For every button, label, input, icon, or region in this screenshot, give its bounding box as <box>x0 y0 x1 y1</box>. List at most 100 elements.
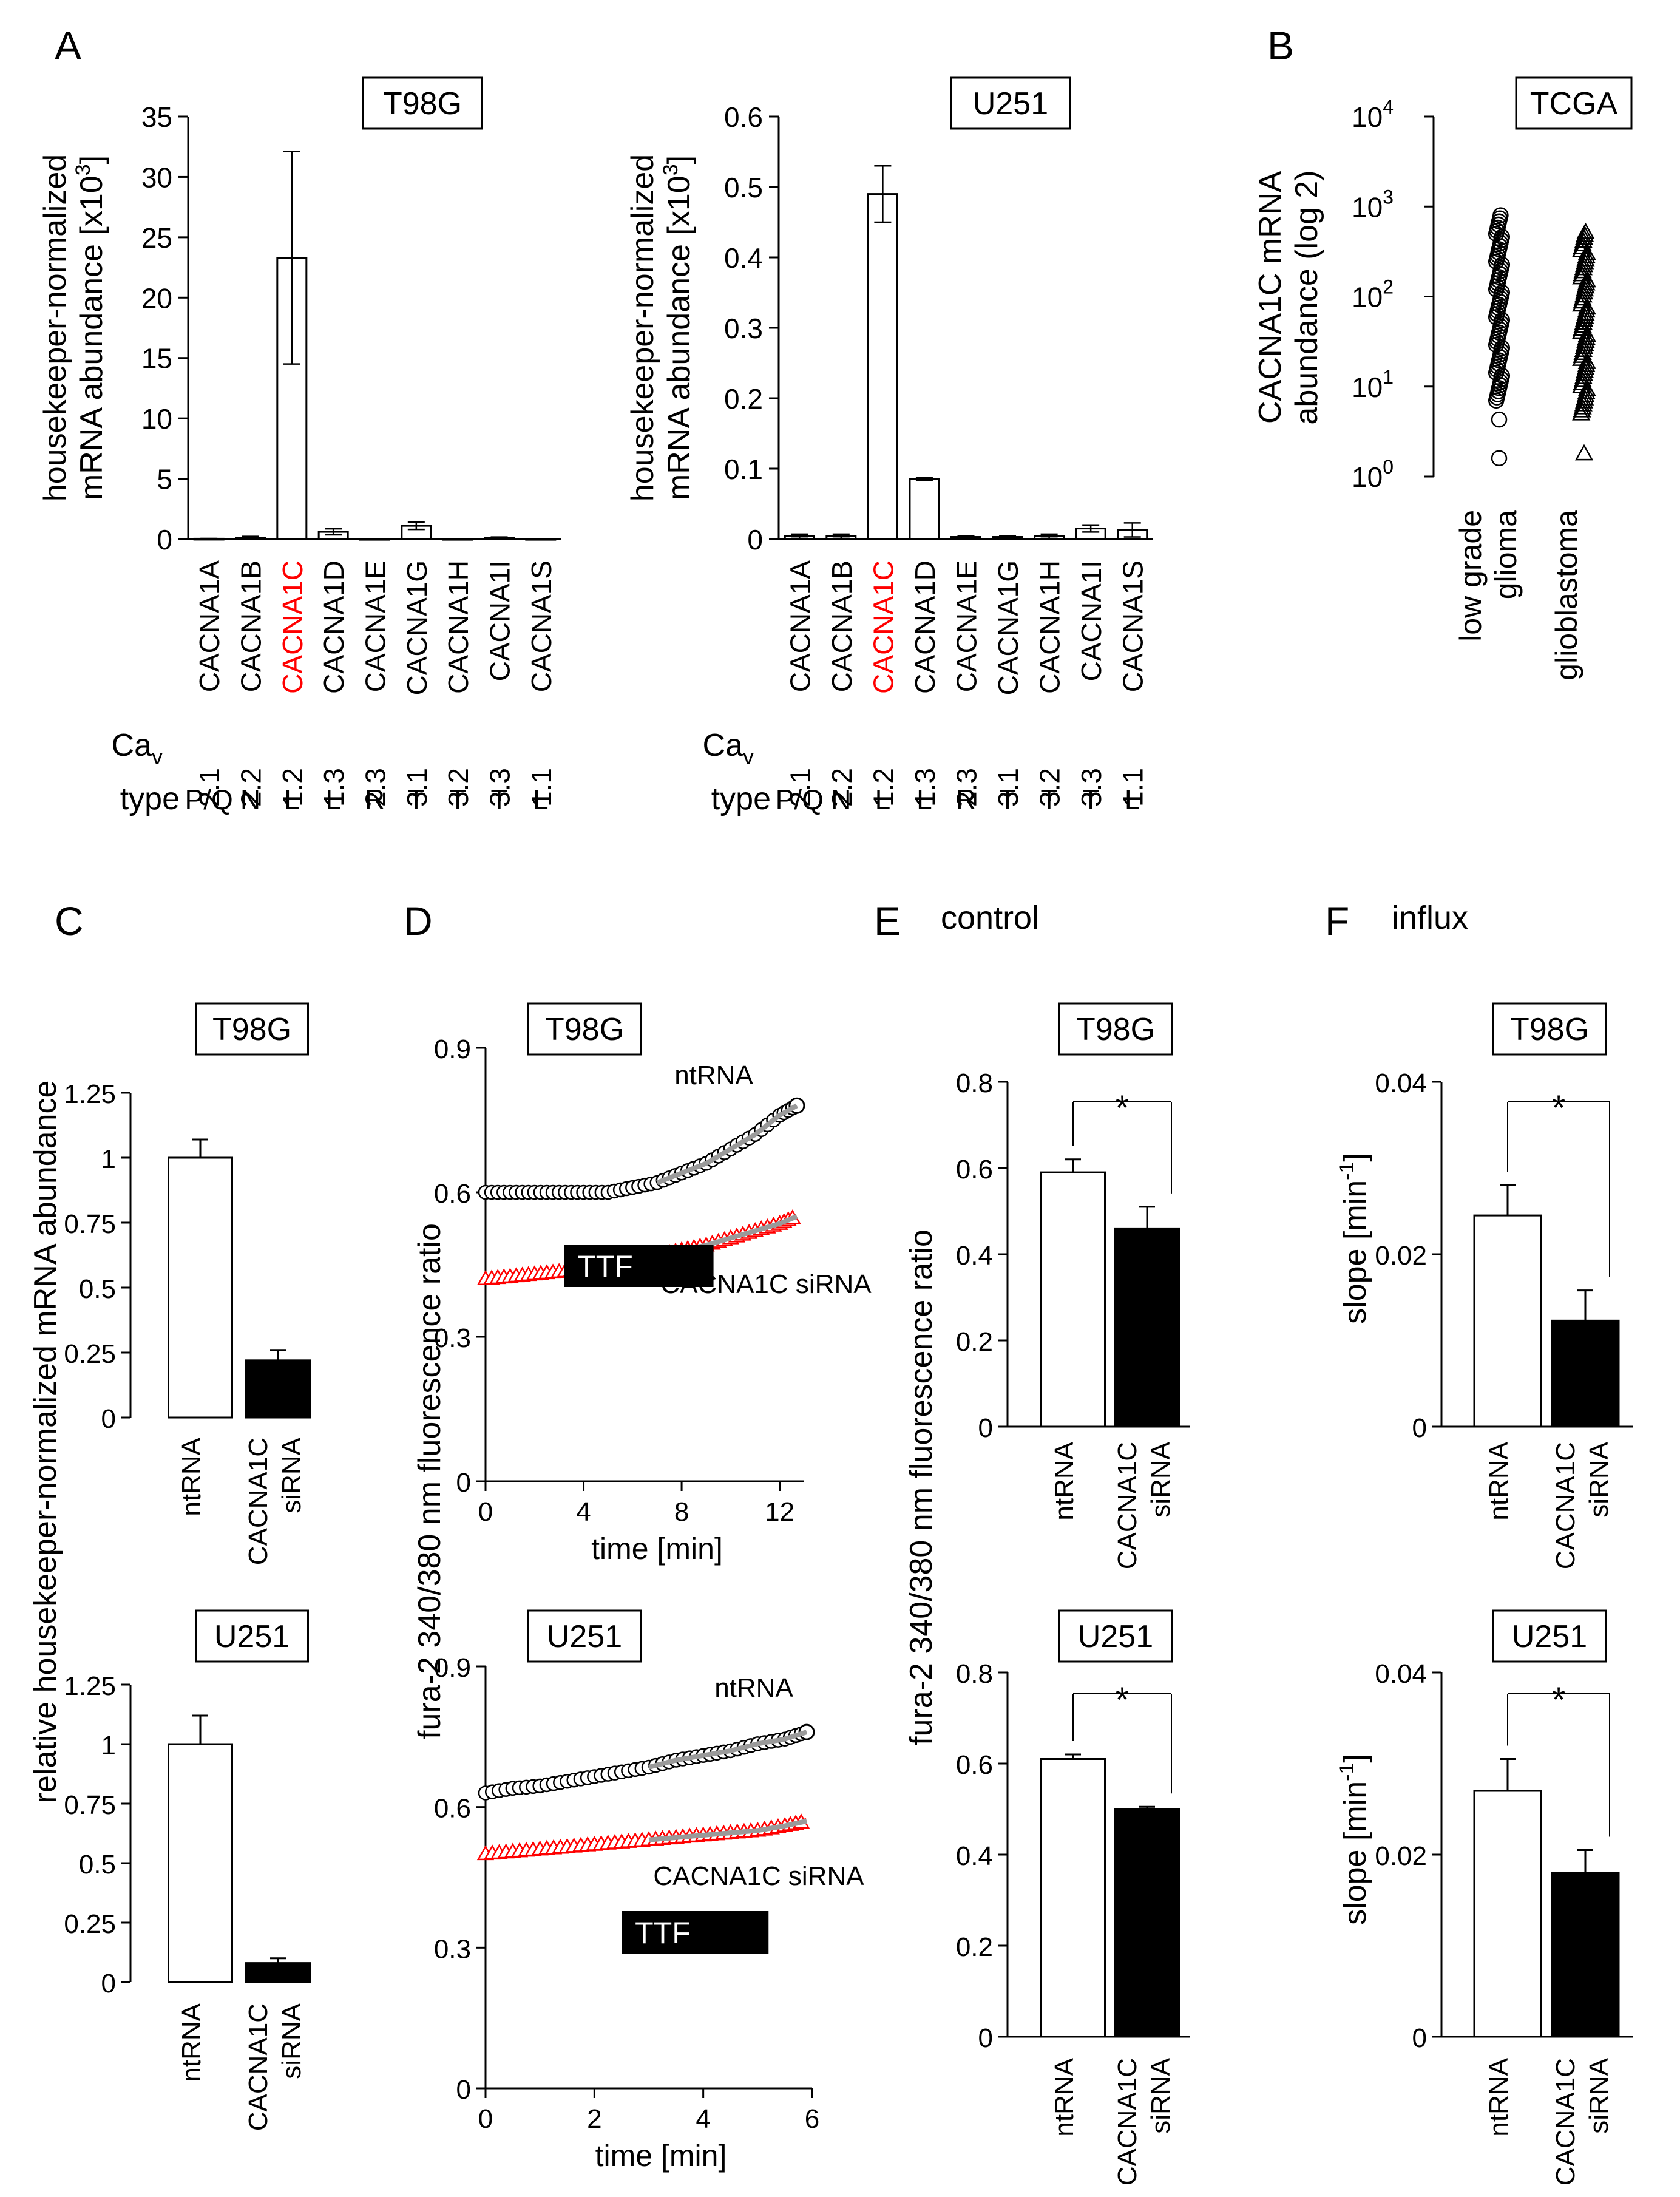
D1-xtick-label: 12 <box>765 1497 794 1527</box>
f1-ylabel: slope [min-1] <box>1335 1153 1373 1324</box>
b-point <box>1572 240 1591 257</box>
A2-cav-sub: v <box>743 744 754 769</box>
b-point <box>1574 286 1593 303</box>
b-point <box>1573 262 1592 279</box>
b-point <box>1576 334 1594 351</box>
e1-title: T98G <box>1076 1012 1155 1047</box>
A2-category-label: CACNA1H <box>1034 560 1066 694</box>
panel-label-a: A <box>55 23 81 68</box>
E1-bar <box>1114 1227 1180 1428</box>
F2-ytick-label: 0 <box>1412 2023 1427 2053</box>
c1-title-box <box>195 1002 309 1056</box>
F1-category-label: CACNA1C <box>1551 1442 1580 1569</box>
b-point <box>1574 313 1593 330</box>
b-point <box>1577 301 1596 318</box>
b-ytick-label: 102 <box>1352 276 1394 313</box>
b-point <box>1573 373 1591 390</box>
f1-title: T98G <box>1510 1012 1589 1047</box>
A1-category-label: CACNA1G <box>401 560 433 695</box>
b-ytick-label: 101 <box>1352 366 1394 403</box>
b-ytick-base: 10 <box>1352 461 1383 493</box>
b-point <box>1576 280 1594 297</box>
A1-type-label: L <box>325 784 341 815</box>
E1-ytick-label: 0.2 <box>956 1327 993 1357</box>
A1-cav-sub: v <box>152 744 163 769</box>
A2-category-label: CACNA1I <box>1075 560 1107 681</box>
c2-title-box <box>195 1609 309 1663</box>
b-point <box>1577 382 1596 399</box>
F2-bar <box>1551 1872 1620 2038</box>
A1-category-label: CACNA1H <box>442 560 474 694</box>
D1-ytick-label: 0.3 <box>434 1323 471 1353</box>
c2-title: U251 <box>214 1619 290 1654</box>
A1-category-label: CACNA1D <box>318 560 350 694</box>
b-point <box>1574 341 1593 357</box>
D2-xtick-label: 4 <box>696 2104 710 2134</box>
b-point <box>1574 338 1594 354</box>
A1-category-label: CACNA1C <box>277 560 308 694</box>
D2-fit-line <box>648 1818 807 1842</box>
panel-title-f: influx <box>1392 900 1468 936</box>
A2-ytick-label: 0.4 <box>724 242 763 274</box>
b-point <box>1492 207 1509 223</box>
b-point <box>1572 295 1591 312</box>
C1-category-label: siRNA <box>277 1437 307 1513</box>
a1-title: T98G <box>383 86 462 121</box>
A1-cav-label: 2.1 <box>194 768 225 807</box>
a2-title: U251 <box>973 86 1048 121</box>
f2-ylabel-text: slope [min <box>1338 1781 1373 1925</box>
b-title-box <box>1515 76 1633 130</box>
b-point <box>1577 243 1596 260</box>
D1-xtick-label: 0 <box>478 1497 493 1527</box>
D1-ttf-bar <box>564 1245 714 1287</box>
C1-ytick-label: 0.25 <box>64 1339 116 1369</box>
E2-ytick-label: 0.4 <box>956 1841 993 1871</box>
C2-ytick-label: 0.5 <box>79 1850 116 1880</box>
panel-label-e: E <box>874 898 901 943</box>
b-point <box>1577 274 1596 291</box>
b-point <box>1574 310 1594 327</box>
b-title: TCGA <box>1530 86 1618 121</box>
A2-ylabel-text: mRNA abundance [x10 <box>662 175 697 500</box>
A2-cav-label: 1.2 <box>867 768 899 807</box>
A2-cav-label: 2.2 <box>826 768 858 807</box>
b-point <box>1574 228 1594 245</box>
A2-cav-label: 1.1 <box>1117 768 1149 807</box>
b-ylabel-line2: abundance (log 2) <box>1289 170 1324 424</box>
b-point <box>1573 292 1591 309</box>
A2-category-label: CACNA1B <box>826 560 858 692</box>
d1-title-box <box>527 1002 642 1056</box>
panel-label-f: F <box>1325 898 1349 943</box>
A1-ytick-label: 15 <box>141 343 172 375</box>
b-point <box>1577 325 1596 342</box>
F2-category-label: ntRNA <box>1484 2057 1514 2136</box>
A1-type-label: L <box>533 784 549 815</box>
D2-ytick-label: 0.3 <box>434 1934 471 1964</box>
A2-type-label: P/Q <box>776 784 824 815</box>
F1-category-label: ntRNA <box>1484 1441 1514 1520</box>
A1-category-label: CACNA1B <box>235 560 267 692</box>
b-point <box>1572 376 1591 393</box>
b-point <box>1576 359 1595 375</box>
A1-cav-label: 2.3 <box>360 768 391 807</box>
panel-label-c: C <box>55 898 84 943</box>
A1-type-label: T <box>449 784 466 815</box>
c-ylabel: relative housekeeper-normalized mRNA abu… <box>28 1081 63 1804</box>
D1-xtick-label: 4 <box>576 1497 591 1527</box>
D2-label-sirna: CACNA1C siRNA <box>653 1861 864 1891</box>
E1-sig-star: * <box>1116 1088 1130 1128</box>
D1-ytick-label: 0.9 <box>434 1034 471 1064</box>
A1-ylabel-bracket: ] <box>74 155 109 164</box>
E2-bar <box>1114 1808 1180 2038</box>
f2-title: U251 <box>1512 1619 1587 1654</box>
f2-ylabel-end: ] <box>1338 1754 1373 1762</box>
E2-ytick-label: 0.2 <box>956 1932 993 1962</box>
d2-title-box <box>527 1609 642 1663</box>
b-point <box>1573 347 1591 363</box>
E1-category-label: CACNA1C <box>1113 1442 1142 1569</box>
charts-layer: 05101520253035CACNA1A2.1P/QCACNA1B2.2NCA… <box>38 76 1633 2185</box>
A1-type-label: N <box>240 784 260 815</box>
b-point <box>1574 392 1594 409</box>
b-point <box>1576 253 1594 270</box>
F2-ytick-label: 0.02 <box>1375 1841 1427 1871</box>
